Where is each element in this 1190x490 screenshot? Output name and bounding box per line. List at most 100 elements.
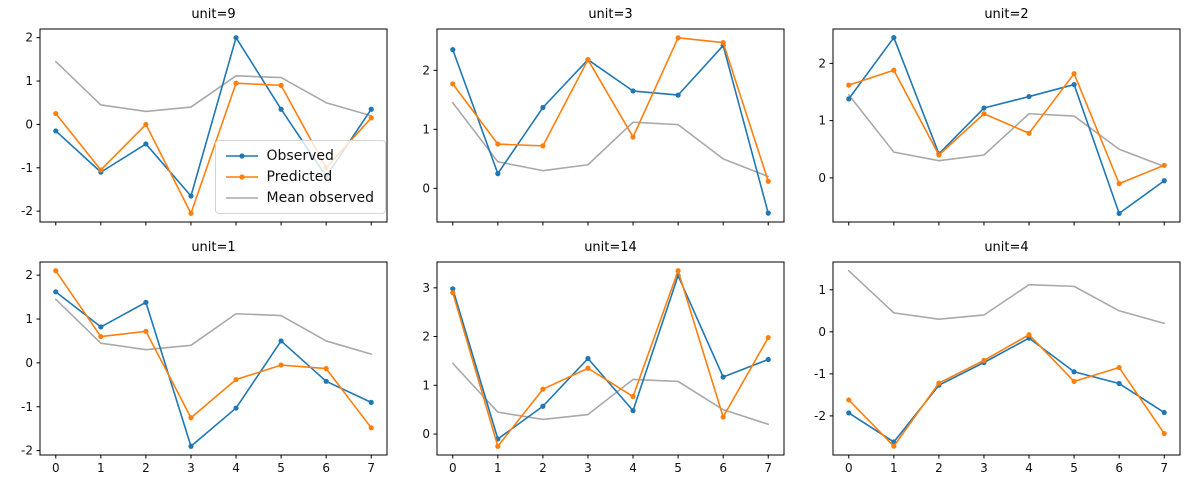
predicted-marker [1071, 378, 1077, 385]
y-tick-label: 1 [25, 312, 33, 326]
observed-marker [53, 128, 59, 134]
line-chart: 0 1 2 3 4 5 6 7 0 1 2 3 [422, 261, 785, 475]
observed-marker [495, 171, 501, 177]
subplot-unit-4: unit=4 0 1 2 3 4 5 6 7 -2 -1 0 1 [814, 240, 1181, 475]
subplot-title: unit=2 [984, 7, 1029, 22]
plot-border [39, 28, 388, 223]
observed-marker [233, 35, 239, 41]
x-tick-label: 4 [232, 461, 240, 475]
mean-observed-line [847, 270, 1166, 325]
predicted-marker [1116, 364, 1122, 371]
predicted-marker [188, 210, 194, 216]
predicted-marker [278, 362, 284, 368]
predicted-marker [981, 111, 987, 117]
predicted-marker [450, 290, 456, 296]
predicted-marker [765, 334, 771, 341]
observed-marker [1116, 380, 1122, 387]
y-tick-label: 3 [422, 281, 430, 295]
x-tick-label: 6 [322, 461, 330, 475]
observed-marker [846, 96, 852, 102]
legend-label: Mean observed [266, 190, 375, 206]
x-tick-label: 4 [1025, 461, 1033, 475]
y-tick-label: 1 [818, 283, 826, 297]
predicted-marker [188, 415, 194, 421]
predicted-marker [495, 443, 501, 449]
observed-marker [891, 34, 897, 41]
observed-marker [450, 286, 456, 292]
x-tick-label: 7 [367, 461, 375, 475]
y-tick-label: 2 [25, 31, 33, 45]
predicted-marker [585, 365, 591, 371]
plot-border [436, 28, 785, 223]
plot-border [436, 261, 785, 456]
predicted-marker [143, 121, 149, 128]
subplot-title: unit=9 [191, 7, 236, 22]
line-chart: 0 1 2 3 4 5 6 7 -2 -1 0 1 [814, 261, 1181, 475]
y-tick-label: -1 [21, 161, 33, 175]
predicted-line [451, 269, 770, 448]
x-tick-label: 7 [764, 461, 772, 475]
predicted-marker [981, 357, 987, 363]
observed-marker [1161, 409, 1167, 416]
y-tick-label: -2 [21, 204, 33, 218]
observed-marker [278, 338, 284, 344]
predicted-marker [630, 134, 636, 140]
y-tick-label: 2 [818, 56, 826, 70]
line-chart: 0 1 2 [818, 28, 1181, 226]
y-tick-label: -2 [21, 444, 33, 458]
x-tick-label: 1 [890, 461, 898, 475]
observed-marker [765, 210, 771, 216]
legend-label: Predicted [266, 169, 333, 185]
predicted-marker [720, 414, 726, 420]
subplot-title: unit=14 [584, 240, 637, 255]
predicted-marker [936, 152, 942, 158]
mean-observed-line [54, 298, 373, 355]
mean-observed-line [451, 101, 770, 178]
observed-line [847, 36, 1166, 215]
legend-line-sample-icon [225, 174, 258, 180]
predicted-marker [1161, 162, 1167, 168]
observed-marker [981, 105, 987, 111]
predicted-marker [1026, 332, 1032, 338]
predicted-line [451, 37, 770, 183]
predicted-marker [98, 333, 104, 340]
plot-border [832, 28, 1181, 223]
x-tick-label: 4 [629, 461, 637, 475]
x-tick-label: 3 [187, 461, 195, 475]
observed-marker [765, 356, 771, 363]
predicted-marker [936, 380, 942, 386]
predicted-marker [53, 110, 59, 117]
predicted-line [847, 333, 1166, 447]
legend-label: Observed [266, 148, 334, 164]
y-tick-label: 0 [422, 427, 430, 441]
observed-marker [368, 399, 374, 405]
y-tick-label: 0 [25, 356, 33, 370]
y-tick-label: 2 [25, 268, 33, 282]
x-tick-label: 2 [142, 461, 150, 475]
observed-marker [1071, 369, 1077, 375]
observed-marker [53, 289, 59, 295]
y-tick-label: -1 [21, 400, 33, 414]
observed-marker [720, 374, 726, 380]
observed-marker [450, 47, 456, 53]
observed-marker [540, 403, 546, 409]
y-tick-label: 0 [818, 171, 826, 185]
observed-marker [143, 141, 149, 147]
x-tick-label: 3 [980, 461, 988, 475]
observed-line [847, 337, 1166, 443]
observed-marker [585, 355, 591, 362]
predicted-marker [720, 39, 726, 46]
y-tick-label: 0 [422, 181, 430, 195]
x-tick-label: 0 [845, 461, 853, 475]
predicted-marker [540, 386, 546, 392]
y-tick-label: 0 [25, 117, 33, 131]
subplot-title: unit=1 [191, 240, 236, 255]
predicted-marker [585, 57, 591, 63]
x-tick-label: 1 [494, 461, 502, 475]
observed-marker [1116, 210, 1122, 217]
mean-observed-line [451, 362, 770, 426]
observed-marker [143, 299, 149, 305]
legend: Observed Predicted Mean observed [214, 140, 386, 214]
y-tick-label: 1 [422, 378, 430, 392]
subplot-unit-14: unit=14 0 1 2 3 4 5 6 7 0 1 2 3 [422, 240, 785, 475]
